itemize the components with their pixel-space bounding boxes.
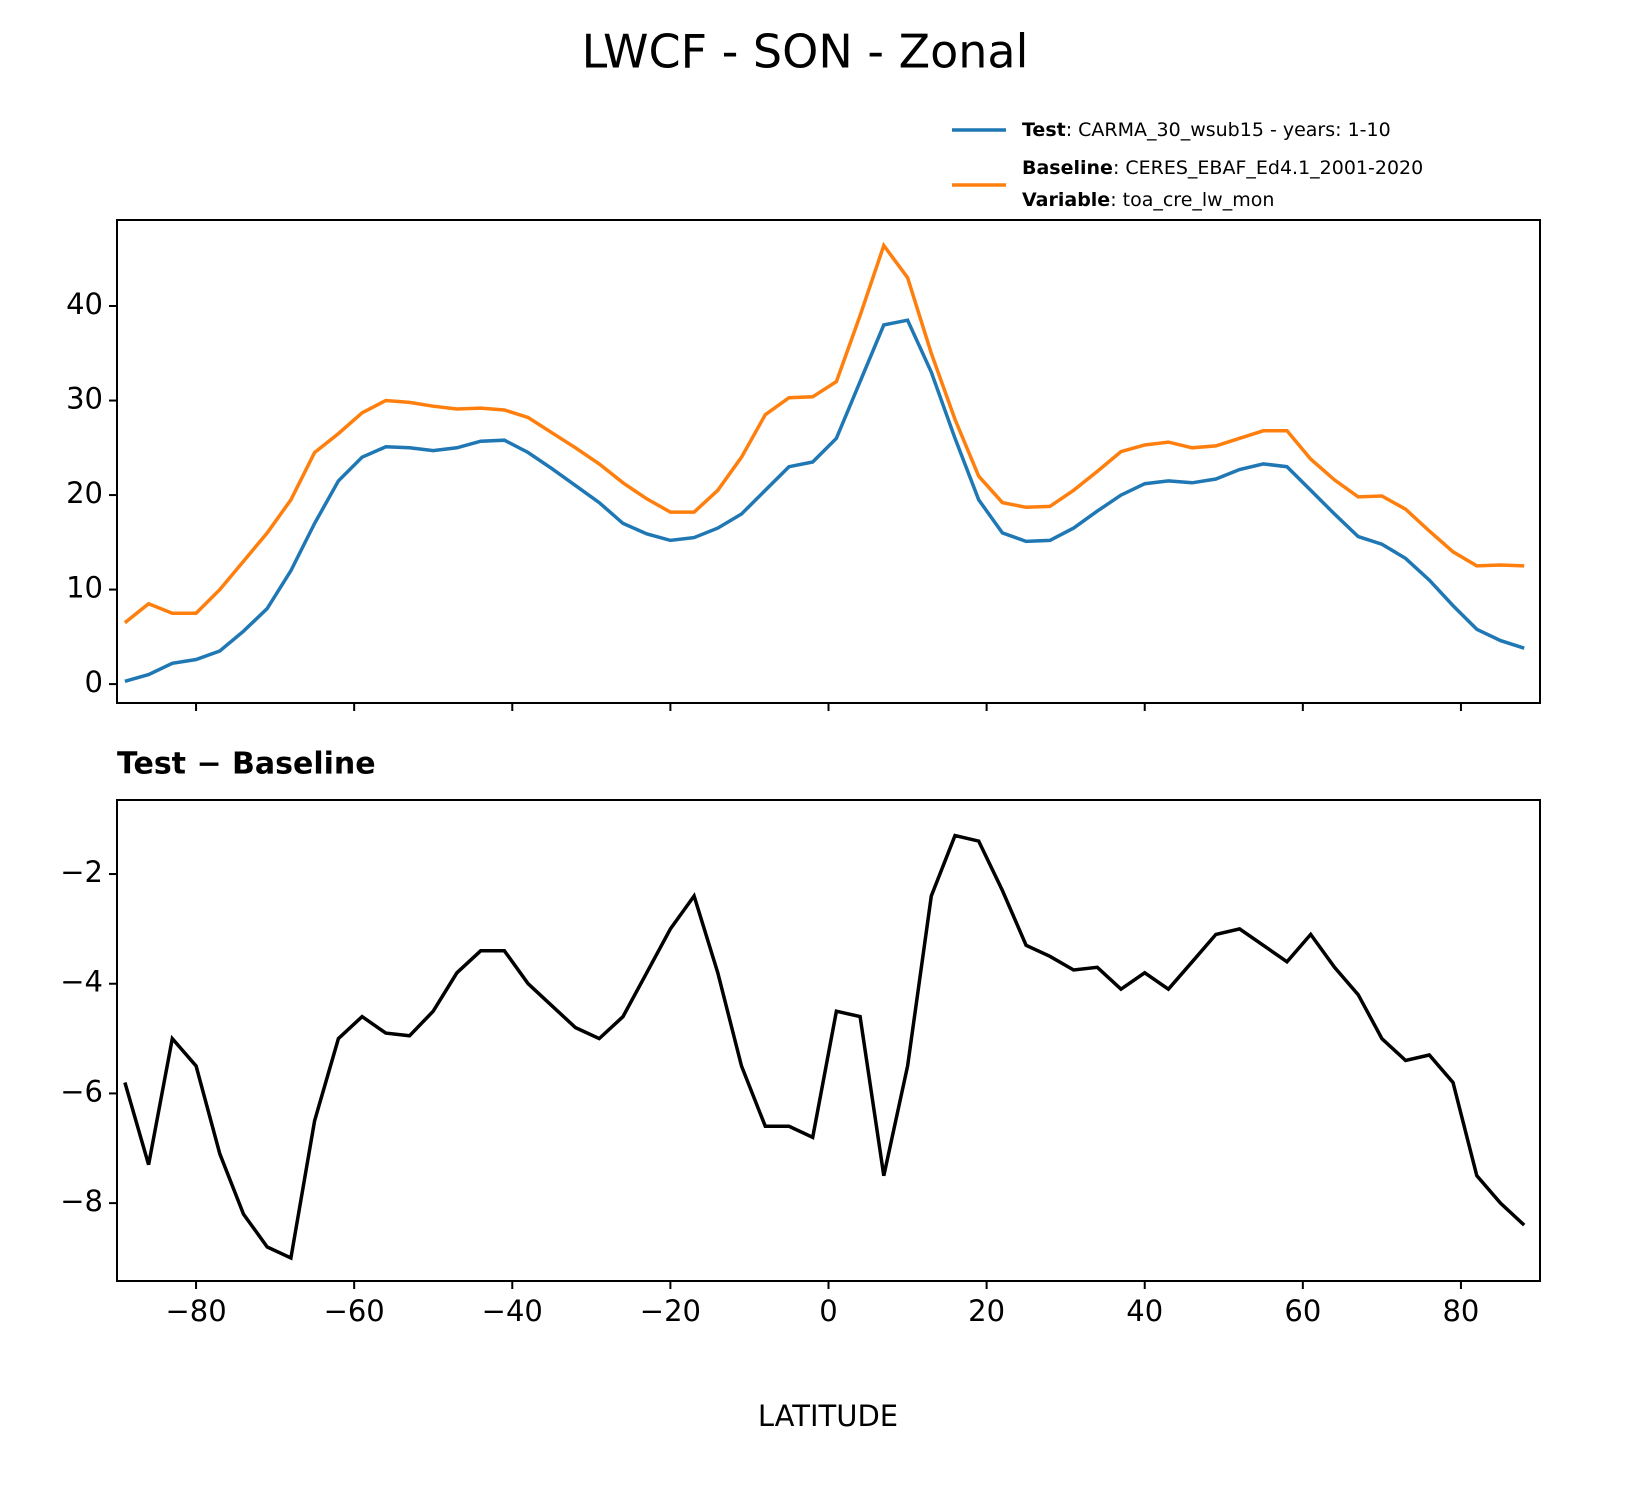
legend-label: Variable: toa_cre_lw_mon <box>1022 189 1274 211</box>
x-tick-label: 40 <box>1126 1294 1163 1328</box>
subplot-title: Test − Baseline <box>117 747 376 782</box>
y-tick-label: −8 <box>60 1184 103 1218</box>
difference-line <box>123 833 1526 1261</box>
x-tick-label: −40 <box>482 1294 543 1328</box>
series-line <box>124 318 1525 683</box>
y-tick-label: 40 <box>66 287 103 321</box>
legend-name: Baseline <box>1022 157 1113 179</box>
legend-name: Variable <box>1022 189 1110 211</box>
y-tick-label: 30 <box>66 382 103 416</box>
y-tick-label: 0 <box>85 665 103 699</box>
legend-label: Test: CARMA_30_wsub15 - years: 1-10 <box>1022 119 1391 141</box>
x-tick-label: 20 <box>968 1294 1005 1328</box>
x-tick-label: −60 <box>324 1294 385 1328</box>
x-tick-label: −80 <box>165 1294 226 1328</box>
legend-detail: : CERES_EBAF_Ed4.1_2001-2020 <box>1113 157 1423 179</box>
plot-area <box>123 833 1526 1261</box>
y-tick-label: 10 <box>66 571 103 605</box>
axes-frame <box>116 799 1541 1282</box>
y-tick-label: −2 <box>60 855 103 889</box>
plot-area <box>123 241 1525 683</box>
chart-title: LWCF - SON - Zonal <box>582 25 1029 79</box>
x-tick-label: 0 <box>819 1294 837 1328</box>
y-tick-label: −4 <box>60 965 103 999</box>
y-tick-label: 20 <box>66 476 103 510</box>
x-tick-label: 60 <box>1284 1294 1321 1328</box>
legend-detail: : CARMA_30_wsub15 - years: 1-10 <box>1066 119 1391 141</box>
legend-name: Test <box>1022 119 1066 141</box>
y-tick-label: −6 <box>60 1074 103 1108</box>
series-line <box>123 241 1525 625</box>
legend-detail: : toa_cre_lw_mon <box>1110 189 1274 211</box>
legend-label: Baseline: CERES_EBAF_Ed4.1_2001-2020 <box>1022 157 1423 179</box>
x-tick-label: −20 <box>640 1294 701 1328</box>
x-axis-label: LATITUDE <box>758 1399 898 1433</box>
axes-frame <box>116 219 1541 704</box>
x-tick-label: 80 <box>1442 1294 1479 1328</box>
